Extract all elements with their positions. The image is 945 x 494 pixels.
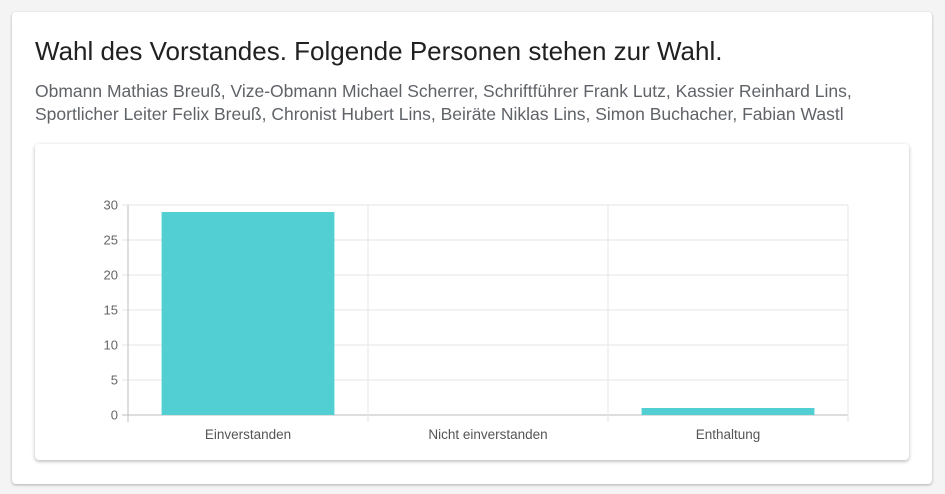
poll-card: Wahl des Vorstandes. Folgende Personen s…	[12, 12, 932, 484]
chart-card: 0 5 10 15 20 25 30 Einverstanden Nicht einversta…	[35, 144, 909, 460]
x-category-label: Einverstanden	[205, 427, 291, 442]
poll-title: Wahl des Vorstandes. Folgende Personen s…	[35, 36, 723, 66]
y-tick-label: 0	[111, 408, 118, 423]
y-tick-label: 15	[104, 303, 118, 318]
y-tick-label: 10	[104, 338, 118, 353]
bar-1[interactable]	[161, 212, 335, 415]
y-tick-label: 20	[104, 268, 118, 283]
x-category-label: Nicht einverstanden	[428, 427, 547, 442]
poll-description: Obmann Mathias Breuß, Vize-Obmann Michae…	[35, 81, 852, 124]
x-category-label: Enthaltung	[696, 427, 761, 442]
y-tick-label: 5	[111, 373, 118, 388]
y-tick-label: 25	[104, 233, 118, 248]
bar-3[interactable]	[641, 408, 815, 415]
y-tick-label: 30	[104, 198, 118, 213]
bar-chart: 0 5 10 15 20 25 30 Einverstanden Nicht einversta…	[104, 198, 849, 442]
